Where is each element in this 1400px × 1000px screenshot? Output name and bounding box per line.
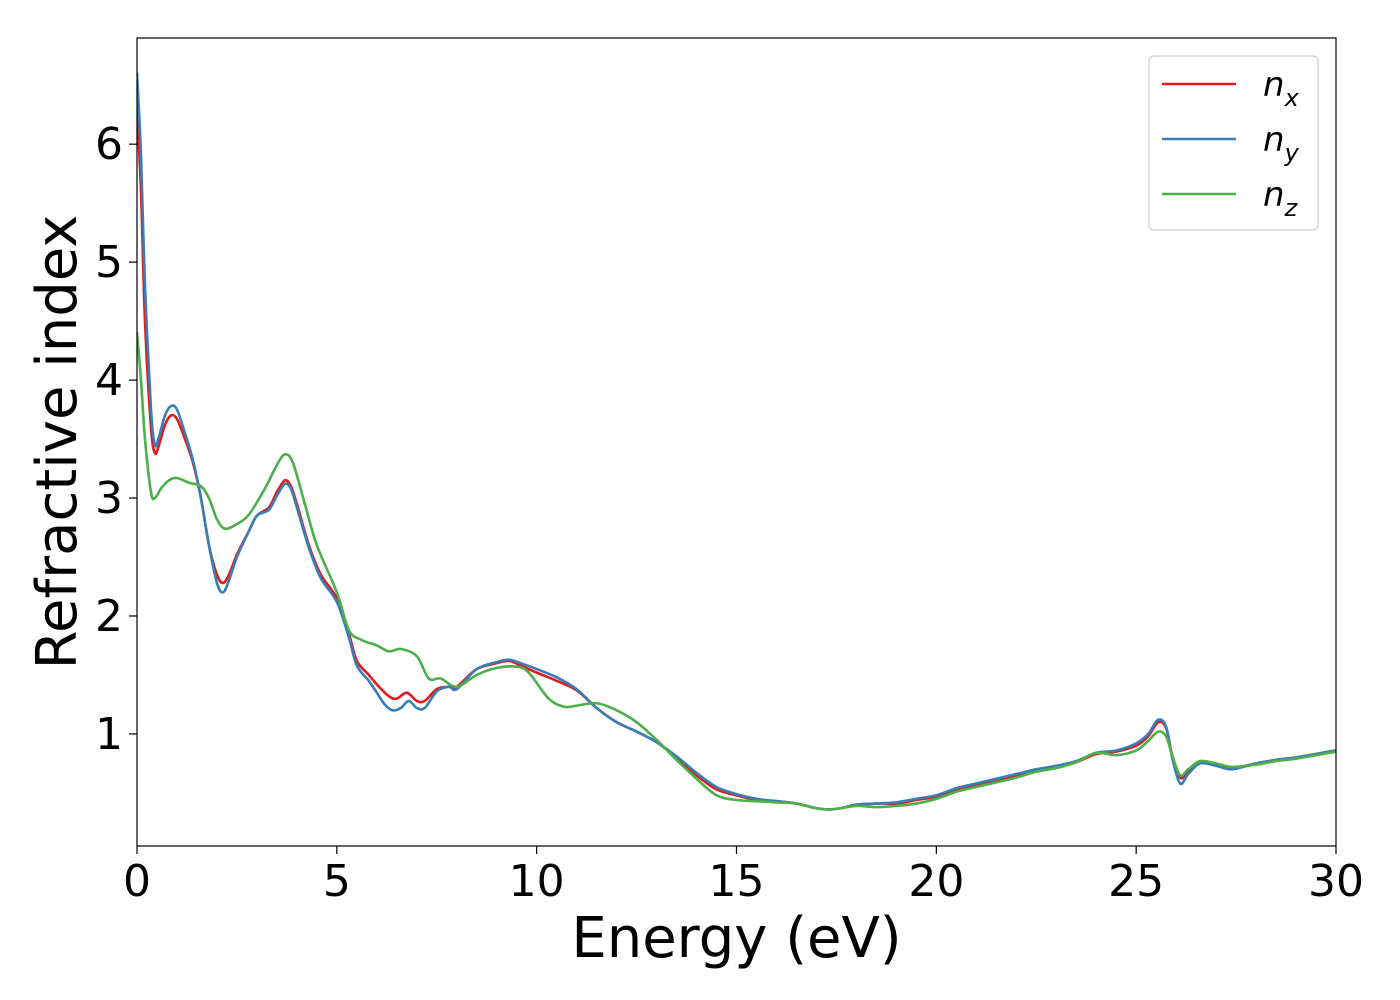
x-tick-label: 15	[709, 856, 765, 907]
x-axis-label: Energy (eV)	[571, 906, 901, 971]
legend: nx ny nz	[1148, 55, 1319, 231]
x-tick-label: 5	[323, 856, 351, 907]
legend-label-ny: ny	[1263, 120, 1300, 167]
y-tick-label: 1	[95, 709, 123, 760]
x-tick-label: 30	[1308, 856, 1364, 907]
series-line-nz	[137, 331, 1336, 811]
y-tick-label: 3	[95, 473, 123, 524]
y-tick-label: 2	[95, 591, 123, 642]
legend-label-nx: nx	[1263, 65, 1300, 112]
series-layer	[137, 72, 1336, 811]
x-tick-label: 25	[1108, 856, 1164, 907]
x-tick-label: 10	[509, 856, 565, 907]
legend-label-nz: nz	[1263, 175, 1299, 222]
y-axis: 1 2 3 4 5 6	[95, 119, 137, 760]
x-axis: 0 5 10 15 20 25 30	[123, 846, 1364, 907]
y-tick-label: 4	[95, 355, 123, 406]
y-tick-label: 6	[95, 119, 123, 170]
x-tick-label: 20	[908, 856, 964, 907]
series-line-ny	[137, 72, 1336, 811]
legend-box	[1148, 55, 1319, 231]
x-tick-label: 0	[123, 856, 151, 907]
y-tick-label: 5	[95, 237, 123, 288]
y-axis-label: Refractive index	[25, 215, 90, 670]
